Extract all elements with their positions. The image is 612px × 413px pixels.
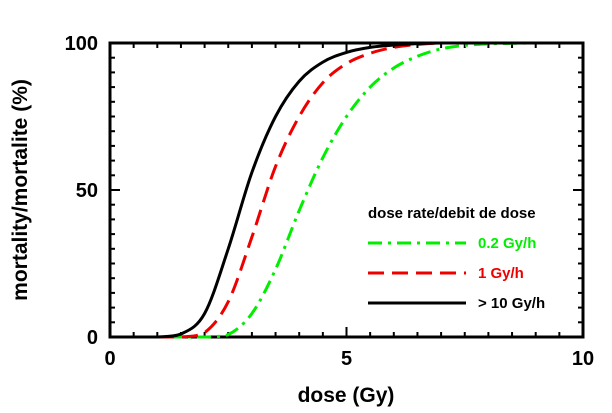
legend-label-1: 1 Gy/h xyxy=(478,265,524,282)
legend-title: dose rate/debit de dose xyxy=(368,205,536,222)
x-axis-title: dose (Gy) xyxy=(298,384,395,407)
legend-entries: 0.2 Gy/h 1 Gy/h > 10 Gy/h xyxy=(368,235,545,312)
legend: dose rate/debit de dose 0.2 Gy/h 1 Gy/h > … xyxy=(368,205,545,312)
series-line-0 xyxy=(109,41,583,339)
series-lines xyxy=(109,41,583,339)
axis-ticks xyxy=(109,42,584,338)
y-tick-label: 50 xyxy=(76,180,98,202)
y-axis-title: mortality/mortalite (%) xyxy=(9,79,32,301)
series-line-2 xyxy=(109,41,583,339)
series-line-1 xyxy=(109,41,583,339)
legend-label-0: 0.2 Gy/h xyxy=(478,235,536,252)
x-tick-label: 0 xyxy=(104,348,115,370)
y-tick-label: 0 xyxy=(87,327,98,349)
x-tick-label: 10 xyxy=(572,348,594,370)
plot-frame xyxy=(108,41,585,339)
legend-label-2: > 10 Gy/h xyxy=(478,295,545,312)
x-tick-label: 5 xyxy=(341,348,352,370)
y-tick-label: 100 xyxy=(65,33,98,55)
